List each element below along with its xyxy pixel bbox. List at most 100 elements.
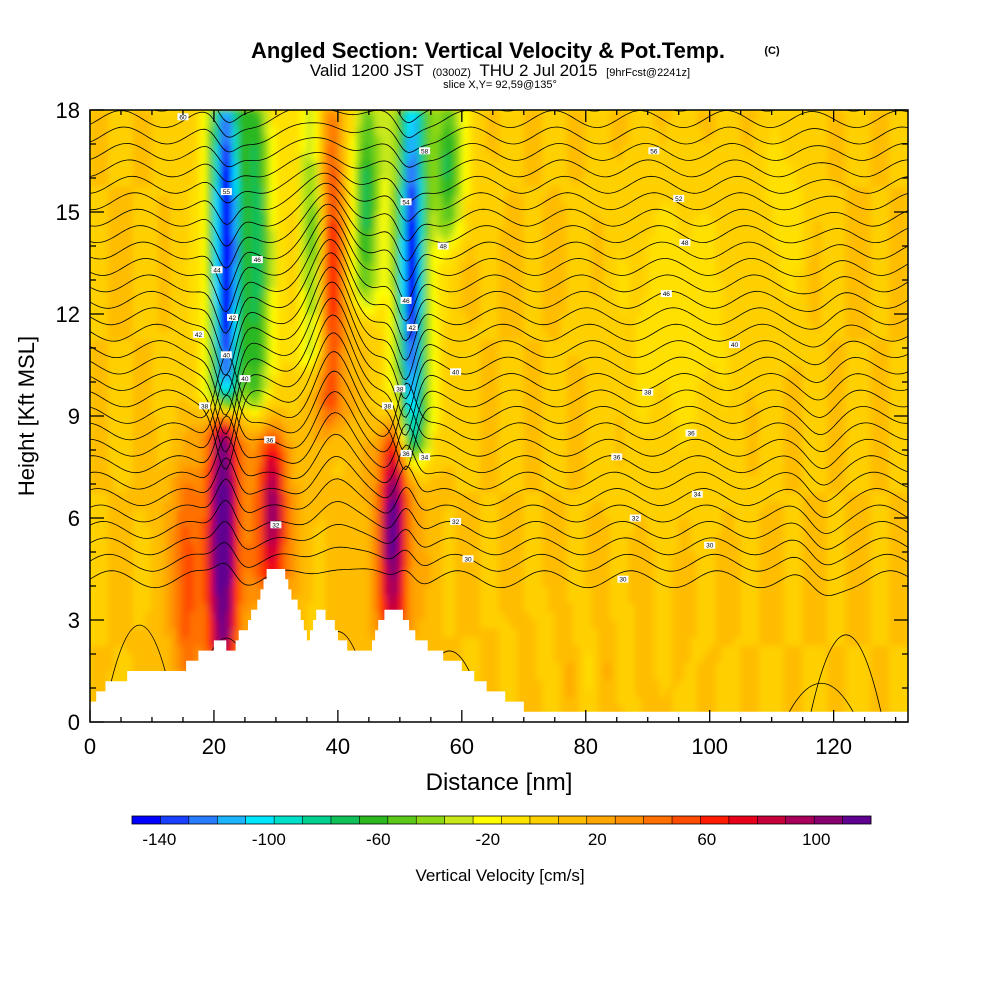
velocity-cell: [132, 126, 140, 136]
velocity-cell: [442, 220, 450, 230]
velocity-cell: [374, 254, 382, 264]
velocity-cell: [442, 126, 450, 136]
velocity-cell: [510, 177, 518, 187]
velocity-cell: [418, 135, 426, 145]
velocity-cell: [238, 305, 246, 315]
velocity-cell: [157, 126, 165, 136]
velocity-cell: [244, 466, 252, 476]
velocity-cell: [473, 670, 481, 680]
velocity-cell: [405, 305, 413, 315]
velocity-cell: [287, 407, 295, 417]
velocity-cell: [157, 407, 165, 417]
velocity-cell: [368, 279, 376, 289]
velocity-cell: [139, 628, 147, 638]
velocity-cell: [101, 653, 109, 663]
velocity-cell: [250, 398, 258, 408]
velocity-cell: [517, 441, 525, 451]
velocity-cell: [337, 356, 345, 366]
velocity-cell: [523, 160, 531, 170]
velocity-cell: [170, 432, 178, 442]
velocity-cell: [349, 169, 357, 179]
velocity-cell: [132, 271, 140, 281]
velocity-cell: [480, 534, 488, 544]
velocity-cell: [318, 186, 326, 196]
velocity-cell: [399, 543, 407, 553]
velocity-cell: [312, 279, 320, 289]
velocity-cell: [90, 407, 97, 417]
velocity-cell: [269, 322, 277, 332]
velocity-cell: [349, 245, 357, 255]
velocity-cell: [517, 560, 525, 570]
velocity-cell: [157, 296, 165, 306]
velocity-cell: [90, 602, 97, 612]
velocity-cell: [170, 228, 178, 238]
velocity-cell: [374, 517, 382, 527]
velocity-cell: [294, 381, 302, 391]
velocity-cell: [318, 347, 326, 357]
velocity-cell: [176, 143, 184, 153]
velocity-cell: [467, 237, 475, 247]
velocity-cell: [213, 466, 221, 476]
velocity-cell: [176, 483, 184, 493]
velocity-cell: [535, 696, 543, 706]
velocity-cell: [188, 424, 196, 434]
velocity-cell: [114, 432, 122, 442]
velocity-cell: [411, 619, 419, 629]
velocity-cell: [411, 237, 419, 247]
chart-subtitle: Valid 1200 JST (0300Z) THU 2 Jul 2015 [9…: [310, 61, 690, 80]
velocity-cell: [504, 169, 512, 179]
velocity-cell: [120, 594, 128, 604]
velocity-cell: [108, 271, 116, 281]
velocity-cell: [418, 585, 426, 595]
velocity-cell: [114, 500, 122, 510]
velocity-cell: [312, 313, 320, 323]
velocity-cell: [523, 432, 531, 442]
velocity-cell: [263, 296, 271, 306]
velocity-cell: [449, 441, 457, 451]
velocity-cell: [95, 169, 103, 179]
velocity-cell: [510, 398, 518, 408]
velocity-cell: [331, 135, 339, 145]
velocity-cell: [95, 466, 103, 476]
velocity-cell: [194, 483, 202, 493]
velocity-cell: [126, 254, 134, 264]
velocity-cell: [405, 143, 413, 153]
velocity-cell: [486, 611, 494, 621]
velocity-cell: [399, 169, 407, 179]
velocity-cell: [132, 143, 140, 153]
velocity-cell: [232, 254, 240, 264]
velocity-cell: [455, 407, 463, 417]
velocity-cell: [374, 509, 382, 519]
velocity-cell: [275, 492, 283, 502]
velocity-cell: [250, 492, 258, 502]
velocity-cell: [399, 611, 407, 621]
velocity-cell: [442, 466, 450, 476]
velocity-cell: [219, 466, 227, 476]
velocity-cell: [492, 424, 500, 434]
velocity-cell: [188, 483, 196, 493]
velocity-cell: [201, 160, 209, 170]
velocity-cell: [387, 534, 395, 544]
velocity-cell: [207, 110, 215, 119]
velocity-cell: [300, 339, 308, 349]
velocity-cell: [182, 313, 190, 323]
velocity-cell: [300, 500, 308, 510]
velocity-cell: [170, 543, 178, 553]
velocity-cell: [101, 492, 109, 502]
velocity-cell: [114, 339, 122, 349]
velocity-cell: [498, 313, 506, 323]
velocity-cell: [529, 398, 537, 408]
velocity-cell: [238, 441, 246, 451]
velocity-cell: [430, 509, 438, 519]
velocity-cell: [114, 466, 122, 476]
velocity-cell: [101, 441, 109, 451]
velocity-cell: [498, 441, 506, 451]
velocity-cell: [95, 407, 103, 417]
velocity-cell: [455, 296, 463, 306]
velocity-cell: [170, 271, 178, 281]
velocity-cell: [312, 560, 320, 570]
velocity-cell: [343, 237, 351, 247]
velocity-cell: [188, 602, 196, 612]
velocity-cell: [263, 203, 271, 213]
velocity-cell: [139, 415, 147, 425]
